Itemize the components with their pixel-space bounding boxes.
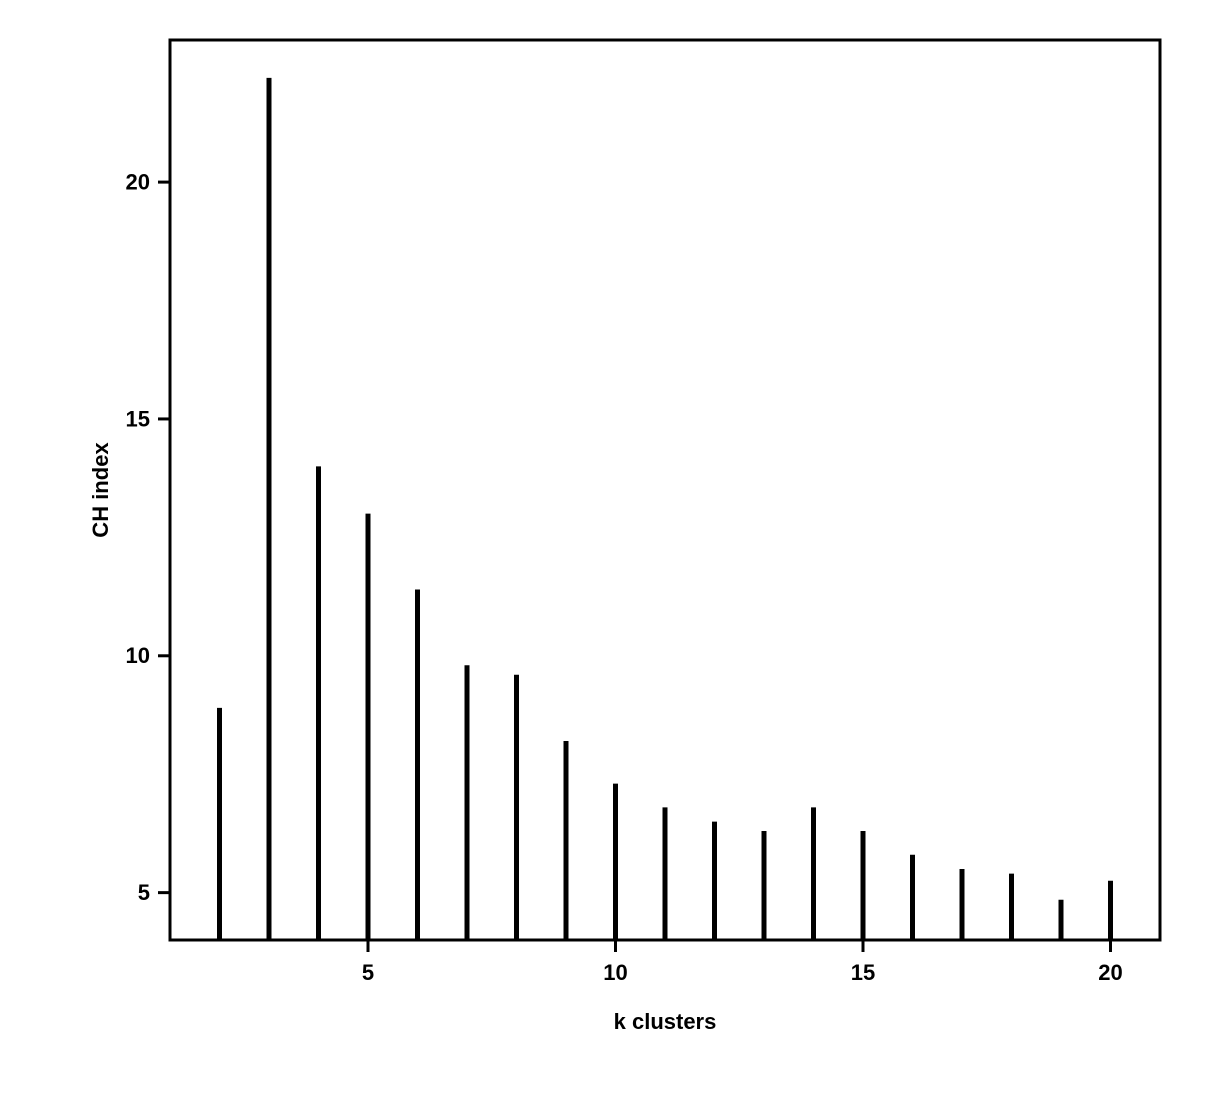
x-tick-label: 5 — [362, 960, 374, 985]
chart-container: 5 10 15 20 5 10 15 20 k clusters CH index — [60, 30, 1180, 1080]
x-tick-label: 15 — [851, 960, 875, 985]
y-axis-label: CH index — [88, 442, 113, 538]
y-tick-label: 20 — [126, 169, 150, 194]
y-tick-label: 15 — [126, 406, 150, 431]
ch-index-chart: 5 10 15 20 5 10 15 20 k clusters CH index — [60, 30, 1180, 1080]
y-tick-label: 5 — [138, 880, 150, 905]
x-tick-label: 10 — [603, 960, 627, 985]
x-axis-label: k clusters — [614, 1009, 717, 1034]
x-tick-label: 20 — [1098, 960, 1122, 985]
y-tick-label: 10 — [126, 643, 150, 668]
